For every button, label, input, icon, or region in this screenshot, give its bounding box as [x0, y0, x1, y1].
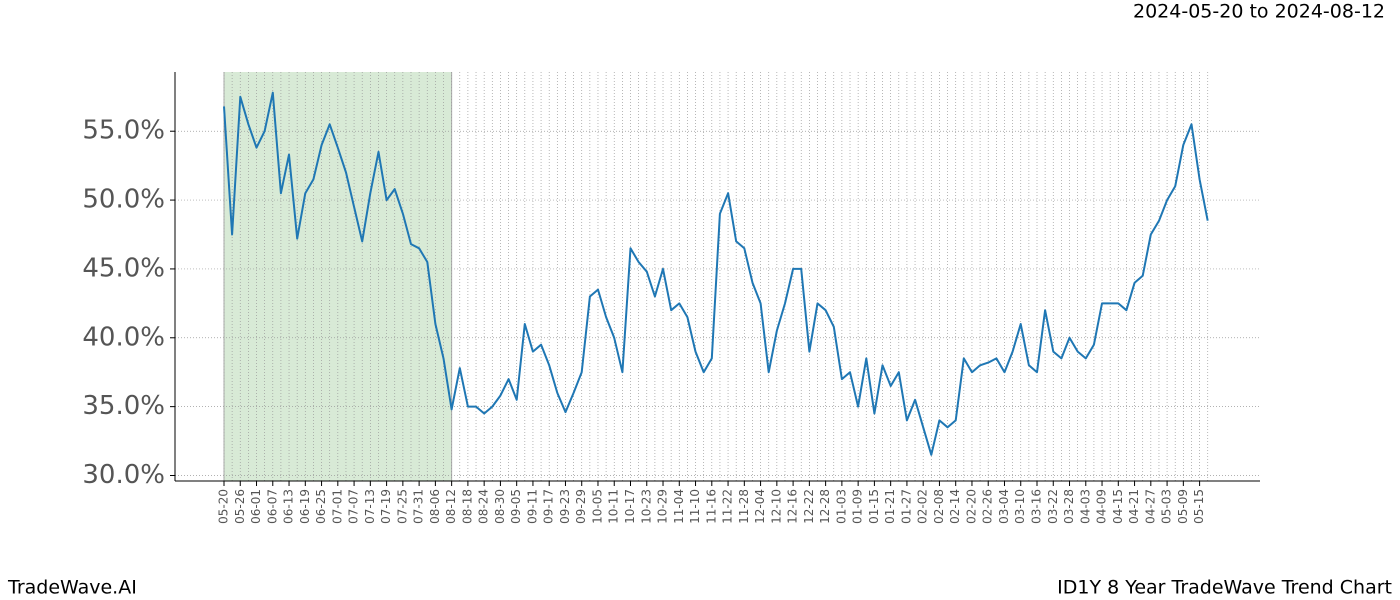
x-tick-label: 09-29 [574, 489, 588, 524]
x-tick-label: 04-21 [1127, 489, 1141, 524]
x-tick-label: 07-13 [363, 489, 377, 524]
y-tick-label: 30.0% [82, 460, 165, 490]
x-tick-label: 02-02 [916, 489, 930, 524]
x-tick-label: 09-23 [558, 489, 572, 524]
x-tick-label: 11-16 [704, 489, 718, 524]
chart-title: ID1Y 8 Year TradeWave Trend Chart [1057, 577, 1392, 599]
x-tick-label: 04-03 [1078, 489, 1092, 524]
x-tick-label: 03-28 [1062, 489, 1076, 524]
x-tick-label: 12-22 [802, 489, 816, 524]
x-tick-label: 08-12 [444, 489, 458, 524]
x-tick-label: 03-04 [997, 489, 1011, 524]
x-tick-label: 10-11 [607, 489, 621, 524]
x-tick-label: 05-09 [1176, 489, 1190, 524]
x-tick-label: 07-07 [347, 489, 361, 524]
x-tick-label: 09-17 [542, 489, 556, 524]
x-tick-label: 01-15 [867, 489, 881, 524]
x-tick-label: 07-31 [412, 489, 426, 524]
x-tick-label: 01-21 [883, 489, 897, 524]
x-tick-label: 04-27 [1143, 489, 1157, 524]
x-tick-label: 02-08 [932, 489, 946, 524]
y-tick-label: 50.0% [82, 185, 165, 215]
x-tick-label: 05-26 [233, 489, 247, 524]
x-tick-label: 06-19 [298, 489, 312, 524]
x-tick-label: 11-28 [737, 489, 751, 524]
x-tick-label: 06-25 [314, 489, 328, 524]
x-tick-label: 10-29 [656, 489, 670, 524]
x-tick-label: 12-16 [786, 489, 800, 524]
x-tick-label: 02-14 [948, 489, 962, 524]
y-tick-label: 40.0% [82, 322, 165, 352]
x-tick-label: 08-18 [460, 489, 474, 524]
x-tick-label: 08-24 [477, 489, 491, 524]
x-tick-label: 05-20 [217, 489, 231, 524]
chart-subtitle: 2024-05-20 to 2024-08-12 [1133, 1, 1385, 23]
y-tick-label: 45.0% [82, 253, 165, 283]
x-tick-label: 05-15 [1192, 489, 1206, 524]
x-tick-label: 10-23 [639, 489, 653, 524]
x-tick-label: 02-20 [964, 489, 978, 524]
x-tick-label: 12-10 [769, 489, 783, 524]
x-tick-label: 07-19 [379, 489, 393, 524]
x-tick-label: 01-03 [834, 489, 848, 524]
y-tick-label: 55.0% [82, 116, 165, 146]
x-tick-label: 02-26 [981, 489, 995, 524]
x-tick-label: 06-01 [249, 489, 263, 524]
x-tick-label: 12-28 [818, 489, 832, 524]
x-tick-label: 06-07 [265, 489, 279, 524]
x-tick-label: 11-10 [688, 489, 702, 524]
x-tick-label: 10-05 [590, 489, 604, 524]
x-tick-label: 10-17 [623, 489, 637, 524]
x-tick-label: 04-15 [1111, 489, 1125, 524]
x-tick-label: 12-04 [753, 489, 767, 524]
x-tick-label: 03-22 [1046, 489, 1060, 524]
x-tick-label: 01-09 [851, 489, 865, 524]
x-tick-label: 11-04 [672, 489, 686, 524]
series-line [223, 91, 1209, 456]
x-tick-label: 08-30 [493, 489, 507, 524]
x-tick-label: 09-11 [525, 489, 539, 524]
x-tick-label: 05-03 [1160, 489, 1174, 524]
x-tick-label: 03-10 [1013, 489, 1027, 524]
x-tick-label: 11-22 [721, 489, 735, 524]
x-tick-label: 01-27 [899, 489, 913, 524]
x-tick-label: 04-09 [1095, 489, 1109, 524]
brand: TradeWave.AI [7, 577, 137, 599]
x-tick-label: 07-01 [330, 489, 344, 524]
x-tick-label: 07-25 [395, 489, 409, 524]
y-tick-label: 35.0% [82, 391, 165, 421]
x-tick-label: 03-16 [1030, 489, 1044, 524]
x-tick-label: 08-06 [428, 489, 442, 524]
x-tick-label: 09-05 [509, 489, 523, 524]
x-tick-label: 06-13 [282, 489, 296, 524]
